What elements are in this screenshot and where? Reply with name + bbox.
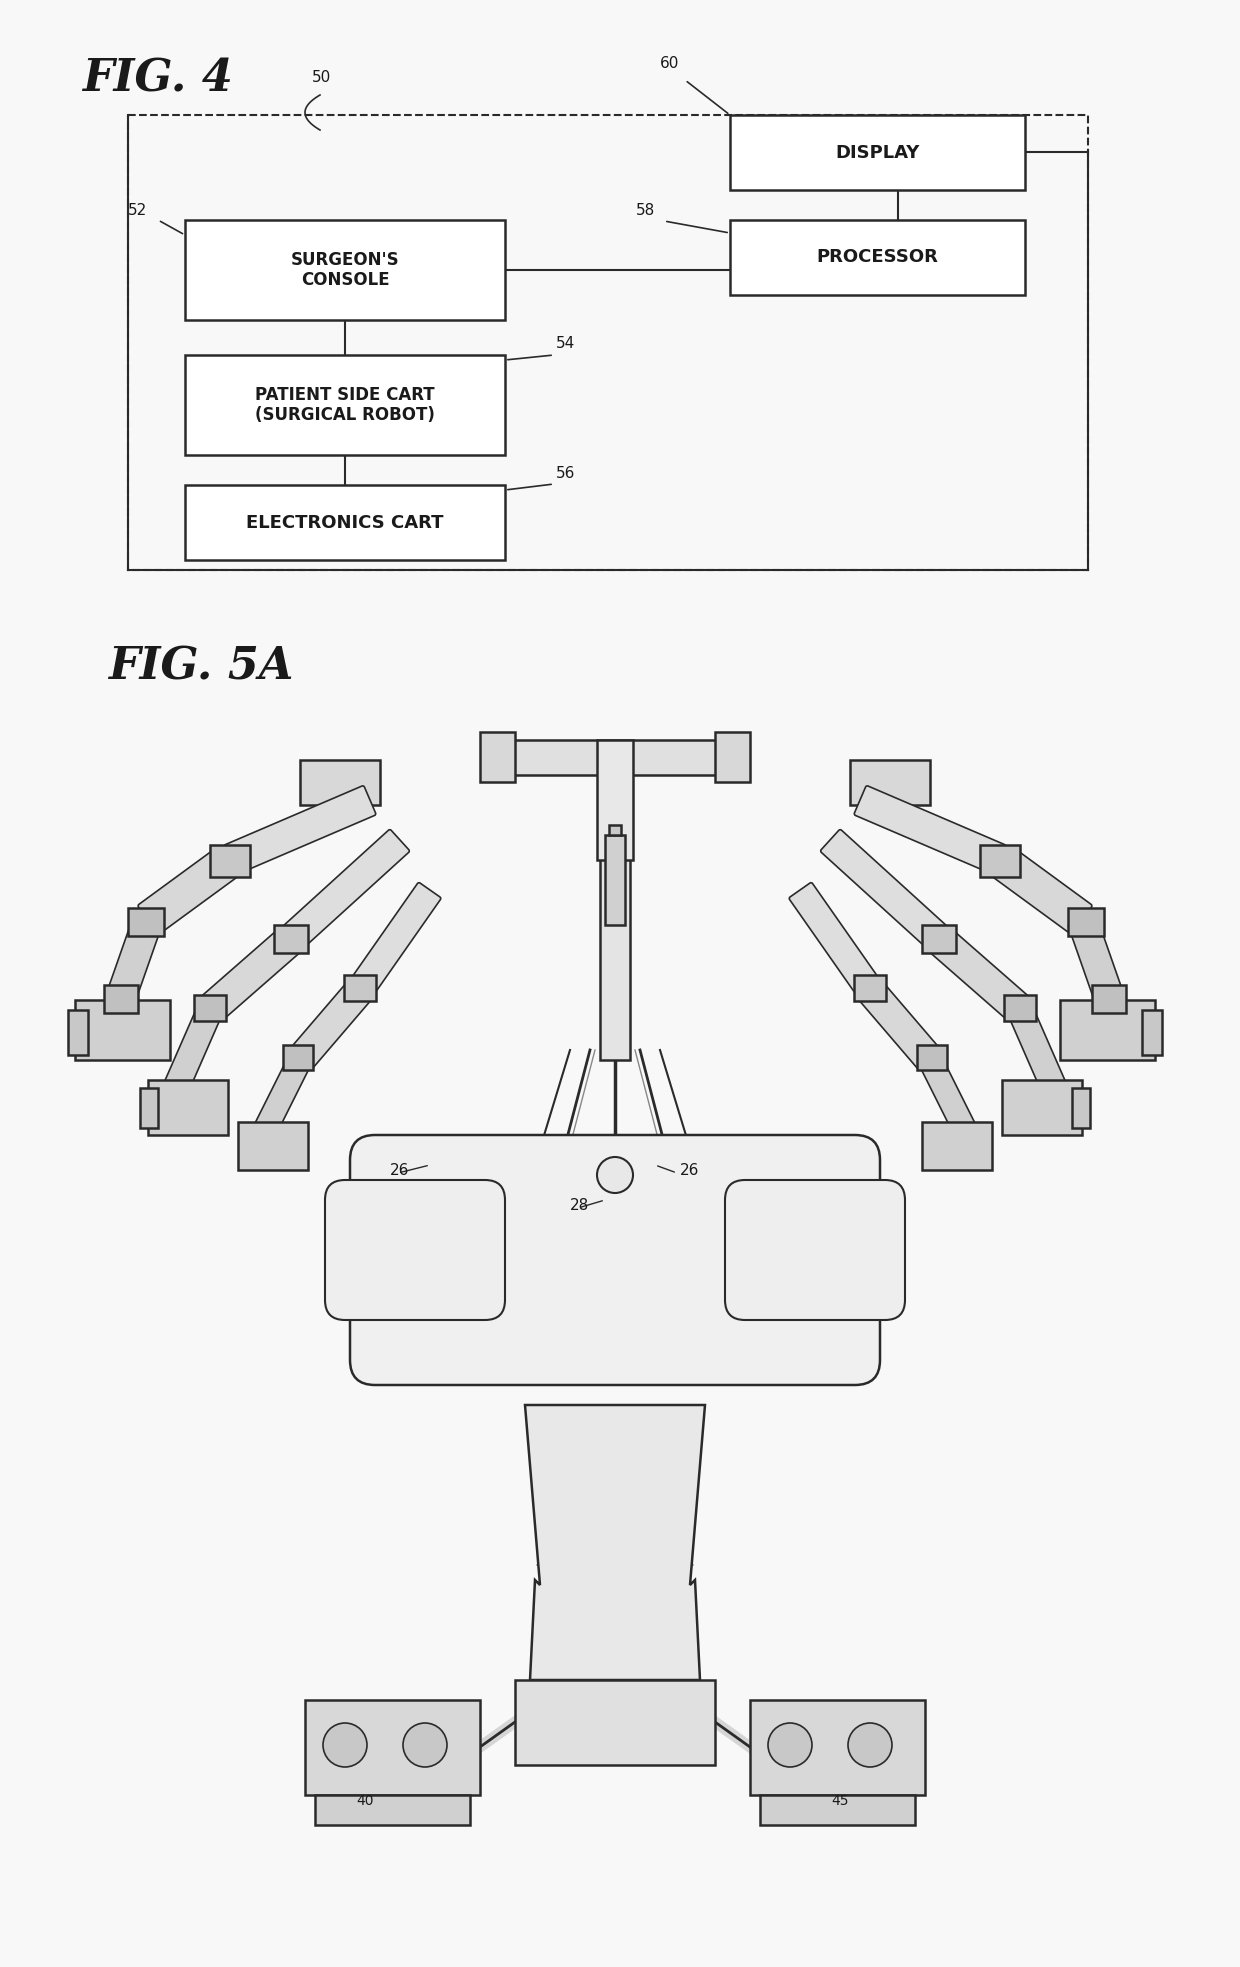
Bar bbox=[1060, 999, 1154, 1060]
FancyBboxPatch shape bbox=[990, 846, 1092, 934]
Text: FIG. 4: FIG. 4 bbox=[82, 57, 233, 100]
Bar bbox=[238, 1121, 308, 1170]
Bar bbox=[760, 1796, 915, 1825]
Bar bbox=[480, 732, 515, 783]
FancyBboxPatch shape bbox=[280, 830, 409, 950]
Text: 54: 54 bbox=[556, 336, 575, 350]
FancyBboxPatch shape bbox=[1069, 915, 1123, 1005]
Circle shape bbox=[768, 1723, 812, 1766]
Text: 26: 26 bbox=[391, 1162, 409, 1178]
Bar bbox=[605, 836, 625, 924]
Circle shape bbox=[596, 1157, 632, 1194]
Text: ELECTRONICS CART: ELECTRONICS CART bbox=[247, 513, 444, 531]
Bar bbox=[305, 1699, 480, 1796]
Bar bbox=[849, 759, 930, 805]
Text: SURGEON'S
CONSOLE: SURGEON'S CONSOLE bbox=[290, 250, 399, 289]
FancyBboxPatch shape bbox=[255, 1054, 310, 1135]
Text: DISPLAY: DISPLAY bbox=[836, 144, 920, 161]
Text: 45: 45 bbox=[831, 1794, 848, 1808]
Bar bbox=[980, 846, 1021, 877]
Bar bbox=[730, 114, 1025, 191]
FancyBboxPatch shape bbox=[164, 1005, 222, 1096]
Text: 28: 28 bbox=[570, 1198, 589, 1214]
Bar bbox=[923, 1121, 992, 1170]
Bar bbox=[283, 1044, 312, 1070]
Bar bbox=[274, 924, 308, 952]
Bar bbox=[185, 220, 505, 321]
Bar bbox=[185, 486, 505, 561]
Bar bbox=[1092, 985, 1126, 1013]
FancyBboxPatch shape bbox=[930, 928, 1030, 1021]
FancyBboxPatch shape bbox=[200, 928, 300, 1021]
Bar bbox=[510, 740, 720, 775]
Polygon shape bbox=[525, 1404, 706, 1680]
Bar bbox=[68, 1009, 88, 1054]
Bar bbox=[750, 1699, 925, 1796]
FancyBboxPatch shape bbox=[325, 1180, 505, 1320]
FancyBboxPatch shape bbox=[1008, 1005, 1066, 1096]
FancyBboxPatch shape bbox=[854, 787, 1006, 873]
FancyBboxPatch shape bbox=[920, 1054, 975, 1135]
Bar bbox=[140, 1088, 157, 1127]
Bar bbox=[730, 220, 1025, 295]
Bar bbox=[193, 995, 226, 1021]
Bar bbox=[918, 1044, 947, 1070]
Bar bbox=[1142, 1009, 1162, 1054]
Bar bbox=[74, 999, 170, 1060]
Text: 60: 60 bbox=[660, 55, 680, 71]
Bar bbox=[128, 114, 1087, 570]
FancyBboxPatch shape bbox=[350, 883, 440, 997]
Circle shape bbox=[403, 1723, 446, 1766]
Text: PROCESSOR: PROCESSOR bbox=[817, 248, 939, 266]
FancyBboxPatch shape bbox=[859, 982, 941, 1068]
Bar bbox=[210, 846, 250, 877]
Bar bbox=[148, 1080, 228, 1135]
Bar bbox=[923, 924, 956, 952]
Bar bbox=[104, 985, 138, 1013]
Bar bbox=[315, 1796, 470, 1825]
Bar bbox=[596, 740, 632, 860]
Bar bbox=[515, 1680, 715, 1764]
Text: 58: 58 bbox=[636, 203, 655, 218]
Bar bbox=[715, 732, 750, 783]
FancyBboxPatch shape bbox=[725, 1180, 905, 1320]
Bar bbox=[1068, 909, 1104, 936]
Bar bbox=[343, 976, 376, 1001]
Circle shape bbox=[322, 1723, 367, 1766]
Bar bbox=[854, 976, 887, 1001]
Text: 50: 50 bbox=[312, 71, 331, 85]
Circle shape bbox=[848, 1723, 892, 1766]
Text: PATIENT SIDE CART
(SURGICAL ROBOT): PATIENT SIDE CART (SURGICAL ROBOT) bbox=[255, 386, 435, 425]
Bar bbox=[1073, 1088, 1090, 1127]
Bar bbox=[609, 824, 621, 836]
FancyBboxPatch shape bbox=[821, 830, 950, 950]
FancyBboxPatch shape bbox=[789, 883, 880, 997]
Text: 26: 26 bbox=[680, 1162, 699, 1178]
Bar bbox=[300, 759, 379, 805]
Bar bbox=[1002, 1080, 1083, 1135]
Text: 56: 56 bbox=[556, 466, 575, 482]
Bar bbox=[600, 775, 630, 1060]
Text: 40: 40 bbox=[356, 1794, 373, 1808]
FancyBboxPatch shape bbox=[138, 846, 241, 934]
FancyBboxPatch shape bbox=[289, 982, 371, 1068]
Bar bbox=[185, 354, 505, 454]
FancyBboxPatch shape bbox=[350, 1135, 880, 1385]
Text: 52: 52 bbox=[128, 203, 148, 218]
Text: FIG. 5A: FIG. 5A bbox=[108, 645, 294, 688]
FancyBboxPatch shape bbox=[224, 787, 376, 873]
Bar bbox=[1004, 995, 1035, 1021]
Bar bbox=[128, 909, 164, 936]
FancyBboxPatch shape bbox=[107, 915, 161, 1005]
